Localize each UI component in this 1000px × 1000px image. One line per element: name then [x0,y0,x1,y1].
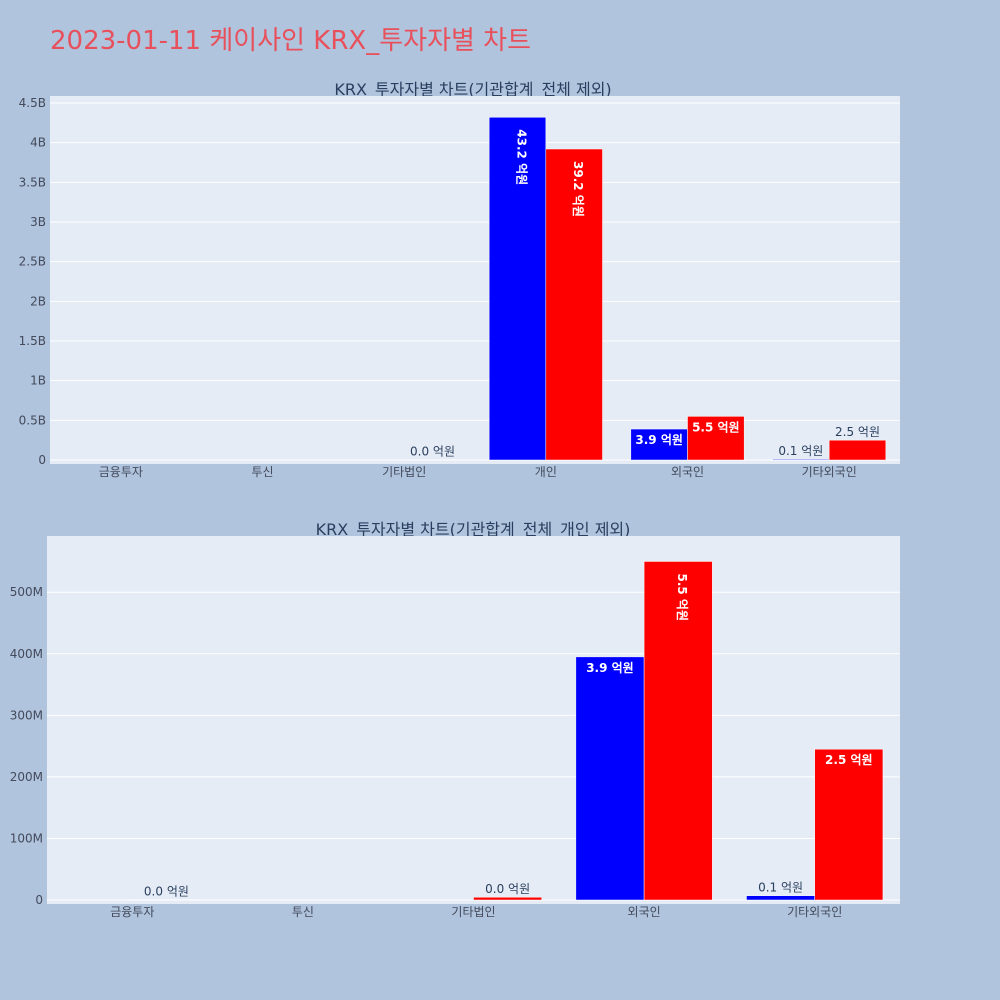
chart-1-y-tick-label: 3.5B [19,175,46,189]
chart-1-bar [488,117,547,461]
chart-2-title: KRX_투자자별 차트(기관합계_전체_개인 제외) [316,520,631,540]
chart-2-excluding-individual: KRX_투자자별 차트(기관합계_전체_개인 제외) 0 100M 200M 300M… [10,520,900,919]
chart-1-data-label: 5.5 억원 [692,420,740,434]
chart-2-bar [575,656,645,901]
chart-2-bar [814,748,884,901]
chart-2-x-tick-label: 기타법인 [451,905,495,919]
chart-2-y-tick-label: 200M [10,770,43,784]
chart-1-bar [545,148,603,461]
chart-1-y-tick-label: 0 [38,453,46,467]
chart-1-y-tick-label: 3B [30,215,46,229]
chart-2-bar [643,561,713,901]
chart-1-x-tick-label: 기타법인 [382,465,426,479]
chart-1-bar [772,458,830,461]
chart-2-x-tick-label: 투신 [292,905,314,919]
chart-1-y-tick-label: 2B [30,294,46,308]
chart-2-data-label: 0.0 억원 [485,882,530,896]
chart-1-bar [630,428,688,461]
chart-2-y-tick-label: 0 [35,893,43,907]
chart-2-y-tick-label: 500M [10,585,43,599]
chart-1-data-label: 39.2 억원 [571,161,585,217]
chart-1-bar [687,416,745,461]
chart-1-title: KRX_투자자별 차트(기관합계_전체 제외) [334,80,611,100]
chart-1-x-tick-label: 기타외국인 [802,465,857,479]
chart-1-x-tick-label: 금융투자 [99,465,143,479]
chart-2-y-tick-label: 100M [10,831,43,845]
chart-1-data-label: 0.1 억원 [778,444,823,458]
chart-2-data-label: 5.5 억원 [675,573,689,621]
chart-1-x-tick-label: 투신 [251,465,273,479]
chart-1-y-tick-label: 0.5B [19,413,46,427]
chart-1-x-tick-label: 개인 [535,465,557,479]
chart-1-all-investors: KRX_투자자별 차트(기관합계_전체 제외) 0 0.5B 1B 1.5B 2B 2.5… [19,80,900,479]
chart-1-plot-area [50,96,900,464]
chart-1-x-tick-label: 외국인 [671,465,704,479]
chart-2-y-tick-label: 300M [10,708,43,722]
chart-2-bar [473,896,542,901]
chart-2-data-label: 0.0 억원 [144,885,189,899]
chart-2-data-label: 0.1 억원 [758,881,803,895]
chart-2-data-label: 3.9 억원 [586,661,634,675]
chart-2-x-tick-label: 금융투자 [110,905,154,919]
chart-2-x-tick-label: 기타외국인 [787,905,842,919]
chart-1-data-label: 2.5 억원 [835,425,880,439]
chart-1-data-label: 43.2 억원 [515,129,529,185]
chart-2-bar [746,895,815,901]
chart-1-bar [828,439,887,461]
chart-2-plot-area [47,536,900,904]
chart-1-y-tick-label: 4.5B [19,96,46,110]
chart-1-y-tick-label: 1.5B [19,334,46,348]
chart-1-data-label: 0.0 억원 [410,445,455,459]
chart-1-y-tick-label: 4B [30,136,46,150]
chart-2-y-tick-label: 400M [10,647,43,661]
chart-2-x-tick-label: 외국인 [628,905,661,919]
chart-2-data-label: 2.5 억원 [825,753,873,767]
chart-1-data-label: 3.9 억원 [635,433,683,447]
page-title: 2023-01-11 케이사인 KRX_투자자별 차트 [50,26,531,56]
chart-1-y-tick-label: 1B [30,374,46,388]
chart-1-y-tick-label: 2.5B [19,255,46,269]
